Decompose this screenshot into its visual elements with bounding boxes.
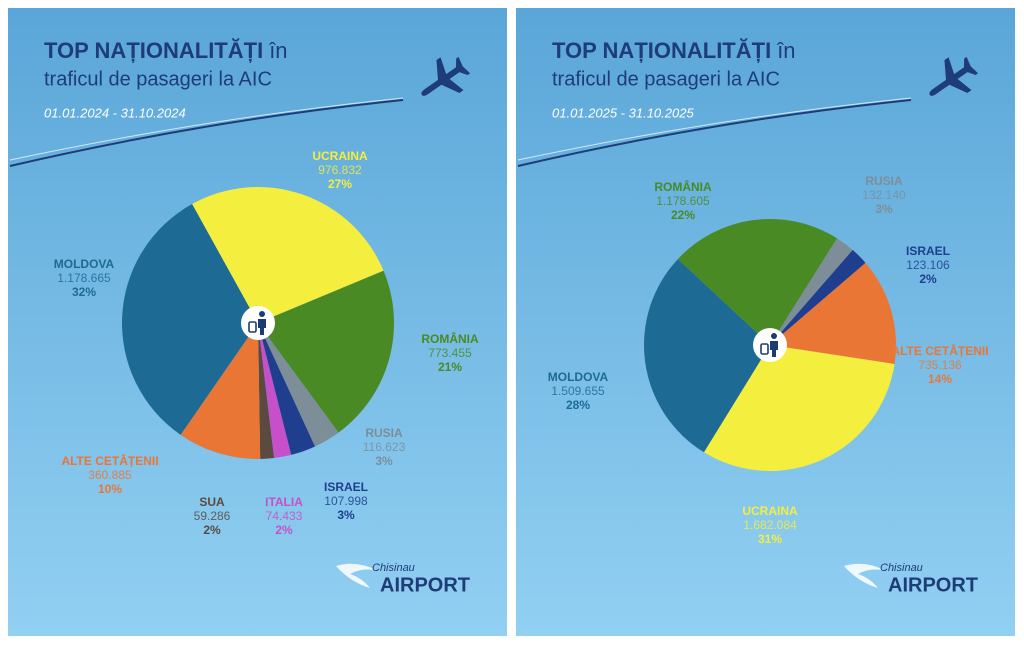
slice-label-value: 59.286 [194, 509, 231, 523]
slice-label-value: 735.136 [918, 358, 962, 372]
plane-icon [421, 56, 471, 96]
slice-label-name: MOLDOVA [548, 370, 609, 384]
logo-top: Chisinau [880, 562, 923, 574]
pie-slice [192, 187, 384, 323]
pie-slice [258, 323, 292, 459]
chart-subtitle: traficul de pasageri la AIC [552, 68, 780, 90]
center-icon-body [258, 319, 266, 335]
logo-top: Chisinau [372, 562, 415, 574]
slice-label-name: RUSIA [865, 174, 903, 188]
slice-label-percent: 10% [98, 482, 122, 496]
center-icon-head [771, 333, 777, 339]
center-icon-head [259, 311, 265, 317]
slice-label-percent: 2% [203, 523, 221, 537]
slice-label-percent: 28% [566, 398, 590, 412]
slice-label-name: UCRAINA [742, 504, 798, 518]
pie-slice [121, 204, 258, 435]
slice-label-value: 360.885 [88, 468, 132, 482]
slice-label-value: 1.509.655 [551, 384, 605, 398]
date-range: 01.01.2025 - 31.10.2025 [552, 105, 694, 120]
slice-label-name: ROMÂNIA [421, 331, 479, 346]
slice-label-value: 132.140 [862, 188, 906, 202]
slice-label-percent: 14% [928, 372, 952, 386]
slice-label-name: ISRAEL [324, 480, 368, 494]
pie-slice [643, 259, 770, 453]
swoosh [517, 97, 912, 161]
logo-main: AIRPORT [380, 574, 470, 596]
pie-slice [258, 323, 275, 459]
date-range: 01.01.2024 - 31.10.2024 [44, 105, 186, 120]
chart-title-bold: TOP NAȚIONALITĂȚI [552, 38, 771, 63]
slice-label-percent: 2% [275, 523, 293, 537]
swoosh [9, 99, 404, 167]
pie-slice [258, 323, 339, 447]
slice-label-value: 1.682.084 [743, 518, 797, 532]
center-icon-body [770, 341, 778, 357]
pie-slice [258, 270, 394, 433]
slice-label-value: 74.433 [266, 509, 303, 523]
slice-label-value: 123.106 [906, 258, 950, 272]
chart-title-tail: în [776, 38, 795, 63]
slice-label-value: 976.832 [318, 163, 362, 177]
pie-slice [770, 262, 897, 364]
slice-label-value: 107.998 [324, 494, 368, 508]
slice-label-value: 1.178.665 [57, 271, 111, 285]
swoosh [9, 97, 404, 161]
slice-label-percent: 21% [438, 360, 462, 374]
chart-title: TOP NAȚIONALITĂȚI în [44, 38, 288, 63]
slice-label-percent: 32% [72, 285, 96, 299]
slice-label-percent: 2% [919, 272, 937, 286]
chart-title-bold: TOP NAȚIONALITĂȚI [44, 38, 263, 63]
chart-subtitle: traficul de pasageri la AIC [44, 68, 272, 90]
slice-label-name: SUA [199, 495, 225, 509]
slice-label-name: ROMÂNIA [654, 179, 712, 194]
logo-wing [336, 563, 376, 588]
pie-slice [770, 238, 853, 345]
slice-label-percent: 3% [375, 454, 393, 468]
logo-main: AIRPORT [888, 574, 978, 596]
center-icon-bag [248, 321, 257, 333]
slice-label-percent: 3% [337, 508, 355, 522]
slice-label-name: RUSIA [365, 426, 403, 440]
slice-label-percent: 31% [758, 532, 782, 546]
slice-label-name: UCRAINA [312, 149, 368, 163]
slice-label-name: MOLDOVA [54, 257, 115, 271]
slice-label-percent: 3% [875, 202, 893, 216]
swoosh [517, 99, 912, 167]
plane-icon [929, 56, 979, 96]
slice-label-percent: 27% [328, 177, 352, 191]
slice-label-percent: 22% [671, 208, 695, 222]
pie-slice [703, 345, 895, 472]
slice-label-name: ISRAEL [906, 244, 950, 258]
pie-slice [770, 249, 866, 345]
slice-label-value: 773.455 [428, 346, 472, 360]
slice-label-name: ITALIA [265, 495, 303, 509]
pie-slice [258, 323, 315, 455]
slice-label-name: ALTE CETĂȚENII [891, 343, 988, 358]
chart-title: TOP NAȚIONALITĂȚI în [552, 38, 796, 63]
pie-slice [677, 219, 838, 345]
slice-label-name: ALTE CETĂȚENII [61, 453, 158, 468]
logo-wing [844, 563, 884, 588]
chart-title-tail: în [268, 38, 287, 63]
slice-label-value: 1.178.605 [656, 194, 710, 208]
center-icon-bag [760, 343, 769, 355]
pie-slice [180, 323, 261, 459]
slice-label-value: 116.623 [363, 440, 406, 454]
